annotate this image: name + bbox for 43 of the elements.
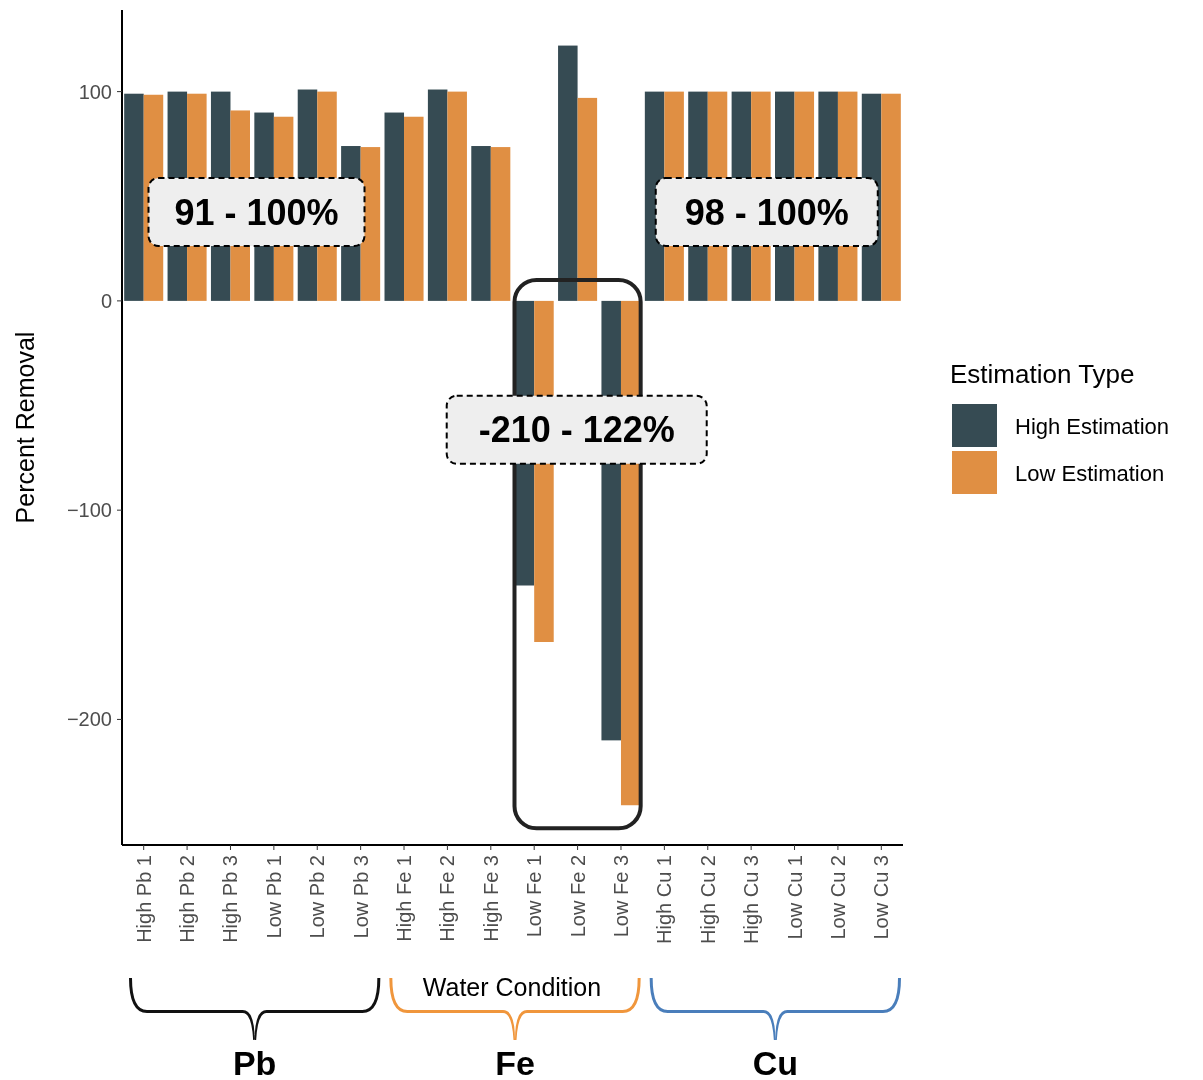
annotation: 91 - 100% [174,191,339,233]
x-tick-label: High Pb 1 [132,855,155,943]
bar [881,93,901,301]
annotation: 98 - 100% [684,191,849,233]
bar [471,146,491,301]
x-tick-label: High Cu 3 [740,855,763,944]
bar [558,45,578,301]
x-tick-label: Low Pb 3 [349,855,372,939]
x-tick-label: High Fe 1 [393,855,416,942]
y-tick-label: −100 [66,499,112,522]
x-tick-label: Low Fe 1 [523,855,546,938]
x-tick-label: Low Cu 1 [783,855,806,940]
bar [427,89,448,301]
bar [577,97,598,301]
y-tick-label: −200 [66,708,112,731]
x-tick-label: Low Fe 2 [566,855,589,938]
legend-title: Estimation Type [950,359,1135,389]
x-tick-label: Low Cu 2 [826,855,849,940]
x-tick-label: Low Cu 3 [870,855,893,940]
legend-label: Low Estimation [1015,460,1165,486]
y-tick-label: 0 [100,289,112,312]
x-axis-title: Water Condition [422,973,602,1001]
x-tick-label: High Pb 3 [219,855,242,943]
x-tick-label: High Fe 2 [436,855,459,942]
x-tick-label: Low Pb 2 [306,855,329,939]
bar [490,147,511,301]
x-tick-label: High Cu 2 [696,855,719,944]
y-axis-title: Percent Removal [11,331,39,524]
bar [124,93,144,301]
x-tick-label: High Pb 2 [176,855,199,943]
x-tick-label: Low Pb 1 [262,855,285,939]
text: Cu [752,1044,798,1080]
legend-label: High Estimation [1015,413,1170,439]
bar [404,116,424,301]
text: Pb [232,1044,277,1080]
x-tick-label: High Fe 3 [479,855,502,942]
bar [384,112,405,301]
bar [447,91,467,301]
text: Fe [495,1044,535,1080]
x-tick-label: High Cu 1 [653,855,676,944]
annotation: -210 - 122% [478,409,675,451]
y-tick-label: 100 [78,80,112,103]
x-tick-label: Low Fe 3 [609,855,632,938]
